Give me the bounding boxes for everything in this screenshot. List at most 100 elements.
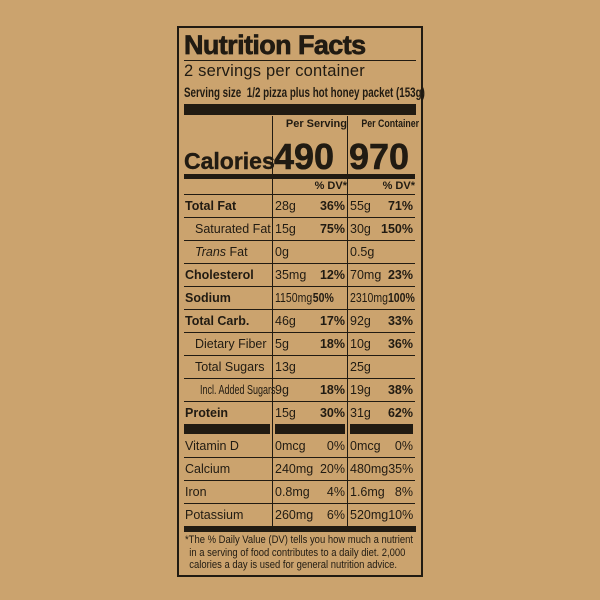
daily-value-percent: 150% <box>381 222 413 236</box>
amount: 0.8mg <box>275 485 310 499</box>
daily-value-percent: 0% <box>326 438 345 453</box>
amount: 5g <box>275 337 289 351</box>
col-container-rows: 55g 71% 30g 150% 0.5g 70mg 23% 2310mg 100% 92g 33%… <box>348 194 415 424</box>
daily-value-percent: 20% <box>319 462 345 476</box>
value-cell: 15g 30% <box>273 401 347 424</box>
section-bar-mid <box>350 424 413 434</box>
section-bar-top <box>184 104 416 115</box>
amount: 240mg <box>275 462 314 476</box>
amount: 46g <box>275 314 296 328</box>
serving-size-value: 1/2 pizza plus hot honey packet (153g) <box>246 84 425 100</box>
amount: 10g <box>350 337 371 351</box>
serving-size-label: Serving size <box>184 84 242 100</box>
daily-value-percent: 17% <box>319 314 345 328</box>
nutrient-label-cell: Total Sugars <box>184 355 272 378</box>
column-divider <box>347 116 348 526</box>
value-cell: 260mg 6% <box>273 503 347 526</box>
col-serving-rows: 28g 36% 15g 75% 0g 35mg 12% 1150mg 50% 46g 17% 5g 18… <box>273 194 347 424</box>
calories-underbar <box>184 174 272 179</box>
daily-value-percent: 8% <box>394 485 413 499</box>
col-nutrients-vitamins: Vitamin D Calcium Iron Potassium <box>184 434 272 526</box>
servings-per-container: 2 servings per container <box>184 62 365 80</box>
daily-value-percent: 100% <box>387 291 415 305</box>
value-cell: 0.5g <box>348 240 415 263</box>
nutrient-label-cell: Calcium <box>184 457 272 480</box>
value-cell: 1.6mg 8% <box>348 480 415 503</box>
value-cell: 92g 33% <box>348 309 415 332</box>
amount: 480mg <box>350 462 389 476</box>
amount: 0g <box>275 245 289 259</box>
daily-value-percent: 38% <box>387 383 413 397</box>
value-cell: 70mg 23% <box>348 263 415 286</box>
section-bar-bottom <box>184 526 416 532</box>
col-nutrients-rows: Total Fat Saturated Fat Trans Fat Cholester… <box>184 194 276 424</box>
title-divider <box>184 60 416 61</box>
nutrient-label-cell: Saturated Fat <box>184 217 272 240</box>
nutrient-label-cell: Potassium <box>184 503 272 526</box>
amount: 520mg <box>350 508 389 522</box>
calories-header-serving: Per Serving 490 % DV* <box>273 116 347 194</box>
daily-value-percent: 35% <box>388 462 414 476</box>
value-cell: 28g 36% <box>273 194 347 217</box>
column-per-container: Per Container 970 % DV* 55g 71% 30g 150% 0.5… <box>348 116 419 526</box>
value-cell: 5g 18% <box>273 332 347 355</box>
value-cell: 0.8mg 4% <box>273 480 347 503</box>
value-cell: 0g <box>273 240 347 263</box>
nutrient-label-cell: Iron <box>184 480 272 503</box>
calories-underbar <box>348 174 415 179</box>
value-cell: 25g <box>348 355 415 378</box>
calories-header-name: Calories <box>184 116 275 194</box>
daily-value-percent: 18% <box>319 337 345 351</box>
col-container-vitamins: 0mcg 0% 480mg 35% 1.6mg 8% 520mg 10% <box>348 434 415 526</box>
daily-value-percent: 4% <box>326 485 345 499</box>
amount: 19g <box>350 383 371 397</box>
calories-underbar <box>273 174 347 179</box>
amount: 30g <box>350 222 371 236</box>
nutrition-facts-label: Nutrition Facts 2 servings per container… <box>177 26 425 577</box>
nutrient-label-cell: Total Carb. <box>184 309 272 332</box>
per-serving-header: Per Serving <box>285 118 347 130</box>
column-per-serving: Per Serving 490 % DV* 28g 36% 15g 75% 0g 35mg… <box>273 116 347 526</box>
daily-value-percent: 33% <box>387 314 413 328</box>
value-cell: 35mg 12% <box>273 263 347 286</box>
nutrient-label-cell: Incl. Added Sugars <box>184 378 276 401</box>
amount: 92g <box>350 314 371 328</box>
value-cell: 30g 150% <box>348 217 415 240</box>
amount: 1.6mg <box>350 485 385 499</box>
nutrient-label-cell: Cholesterol <box>184 263 272 286</box>
daily-value-percent: 30% <box>319 406 345 420</box>
nutrient-label-cell: Protein <box>184 401 272 424</box>
calories-label: Calories <box>184 148 275 174</box>
footnote-line: in a serving of food contributes to a da… <box>189 546 406 559</box>
value-cell: 19g 38% <box>348 378 415 401</box>
daily-value-percent: 36% <box>319 199 345 213</box>
nutrient-label-cell: Trans Fat <box>184 240 272 263</box>
amount: 15g <box>275 406 296 420</box>
daily-value-percent: 12% <box>319 268 345 282</box>
amount: 35mg <box>275 268 307 282</box>
amount: 15g <box>275 222 296 236</box>
amount: 2310mg <box>350 291 388 305</box>
amount: 1150mg <box>275 291 313 305</box>
amount: 0mcg <box>350 438 381 453</box>
daily-value-percent: 50% <box>312 291 334 305</box>
value-cell: 0mcg 0% <box>348 434 415 457</box>
amount: 260mg <box>275 508 314 522</box>
amount: 9g <box>275 383 289 397</box>
footnote-line: calories a day is used for general nutri… <box>189 559 398 571</box>
daily-value-percent: 10% <box>388 508 414 522</box>
section-bar-mid <box>184 424 270 434</box>
serving-size-row: Serving size 1/2 pizza plus hot honey pa… <box>184 82 425 103</box>
dv-header: % DV* <box>314 180 347 192</box>
amount: 55g <box>350 199 371 213</box>
calories-per-container: 970 <box>349 136 410 177</box>
daily-value-percent: 6% <box>326 508 345 522</box>
value-cell: 15g 75% <box>273 217 347 240</box>
nutrient-label-cell: Dietary Fiber <box>184 332 272 355</box>
daily-value-percent: 0% <box>394 438 413 453</box>
nutrition-table: Calories Total Fat Saturated Fat Trans Fat… <box>184 116 419 526</box>
column-divider <box>272 116 273 526</box>
daily-value-percent: 75% <box>319 222 345 236</box>
value-cell: 9g 18% <box>273 378 347 401</box>
footnote: *The % Daily Value (DV) tells you how mu… <box>184 532 416 572</box>
